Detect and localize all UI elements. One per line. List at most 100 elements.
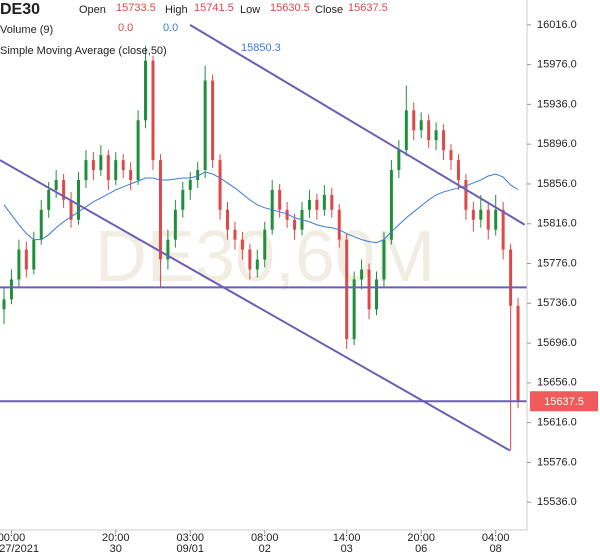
candle-body: [389, 170, 393, 240]
candle-body: [196, 170, 200, 180]
candle-body: [114, 160, 118, 180]
candle-body: [151, 60, 155, 161]
candle-body: [69, 199, 73, 220]
candle-body: [427, 120, 431, 141]
candle-body: [397, 150, 401, 171]
candle-body: [494, 209, 498, 230]
x-tick-label: 03:00: [176, 532, 204, 544]
x-tick-label: 14:00: [333, 532, 361, 544]
sma-value: 15850.3: [241, 42, 281, 54]
candle-body: [412, 110, 416, 131]
candle-body: [233, 229, 237, 240]
x-tick-date: 02: [259, 543, 271, 555]
sma-label: Simple Moving Average (close,50): [0, 45, 167, 57]
low-label: Low: [240, 4, 260, 16]
candle-body: [345, 239, 349, 340]
candle-body: [516, 305, 520, 402]
candle-body: [307, 199, 311, 210]
candle-body: [471, 209, 475, 220]
candle-body: [121, 160, 125, 171]
x-tick-label: 04:00: [482, 532, 510, 544]
candle-body: [106, 155, 110, 180]
x-tick-label: 00:00: [0, 532, 25, 544]
candle-body: [509, 249, 513, 306]
x-tick-date: 08/27/2021: [0, 543, 39, 555]
candle-body: [47, 189, 51, 210]
candle-body: [293, 219, 297, 230]
candle-body: [352, 279, 356, 340]
candle-body: [129, 170, 133, 180]
candle-body: [404, 110, 408, 151]
candle-body: [434, 130, 438, 141]
y-tick-label: 15976.0: [537, 59, 577, 71]
x-tick-date: 08: [490, 543, 502, 555]
trend-line: [189, 24, 526, 226]
high-label: High: [165, 4, 188, 16]
x-tick-label: 20:00: [102, 532, 130, 544]
y-tick-label: 15576.0: [537, 456, 577, 468]
candle-body: [181, 189, 185, 210]
candle-body: [464, 179, 468, 210]
candle-body: [322, 194, 326, 210]
y-tick-label: 15896.0: [537, 138, 577, 150]
candle-body: [330, 194, 334, 210]
y-tick-label: 15656.0: [537, 377, 577, 389]
x-tick-date: 03: [341, 543, 353, 555]
price-tag: [530, 391, 598, 412]
candle-body: [479, 209, 483, 220]
candle-body: [203, 80, 207, 171]
candle-body: [2, 299, 6, 310]
candle-body: [419, 120, 423, 131]
candle-body: [24, 249, 28, 270]
candle-body: [62, 179, 66, 200]
candle-body: [442, 130, 446, 151]
volume-value: 0.0: [163, 22, 178, 34]
y-tick-label: 15736.0: [537, 297, 577, 309]
candle-body: [218, 160, 222, 210]
low-value: 15630.5: [270, 2, 310, 14]
open-label: Open: [79, 4, 106, 16]
y-tick-label: 15936.0: [537, 98, 577, 110]
candle-body: [9, 279, 13, 300]
candle-body: [211, 80, 215, 161]
high-value: 15741.5: [194, 2, 234, 14]
candle-body: [263, 229, 267, 260]
x-tick-date: 09/01: [176, 543, 204, 555]
y-tick-label: 15536.0: [537, 496, 577, 508]
price-tag-label: 15637.5: [544, 396, 584, 408]
y-tick-label: 15616.0: [537, 417, 577, 429]
x-tick-date: 30: [110, 543, 122, 555]
candle-body: [17, 249, 21, 280]
candle-body: [285, 209, 289, 220]
y-tick-label: 15696.0: [537, 337, 577, 349]
close-value: 15637.5: [348, 2, 388, 14]
candle-body: [39, 209, 43, 240]
x-tick-date: 06: [415, 543, 427, 555]
candle-body: [99, 155, 103, 171]
candle-body: [375, 279, 378, 310]
x-tick-label: 08:00: [251, 532, 279, 544]
candle-body: [255, 259, 259, 270]
candle-body: [77, 179, 80, 220]
candle-body: [91, 160, 95, 171]
sma-line: [3, 171, 519, 244]
candle-body: [486, 209, 490, 230]
close-label: Close: [315, 4, 343, 16]
candle-body: [32, 239, 36, 270]
open-value: 15733.5: [116, 2, 156, 14]
candle-body: [54, 179, 58, 190]
candle-body: [240, 239, 244, 250]
symbol: DE30: [0, 1, 40, 18]
candle-body: [84, 160, 88, 180]
candle-body: [248, 249, 252, 270]
candle-body: [449, 150, 453, 161]
candle-body: [136, 120, 140, 180]
candle-body: [501, 209, 505, 250]
y-tick-label: 16016.0: [537, 19, 577, 31]
x-tick-label: 20:00: [407, 532, 435, 544]
volume-label: Volume (9): [0, 24, 53, 36]
candle-body: [173, 209, 177, 240]
candle-body: [278, 189, 282, 210]
y-tick-label: 15856.0: [537, 178, 577, 190]
